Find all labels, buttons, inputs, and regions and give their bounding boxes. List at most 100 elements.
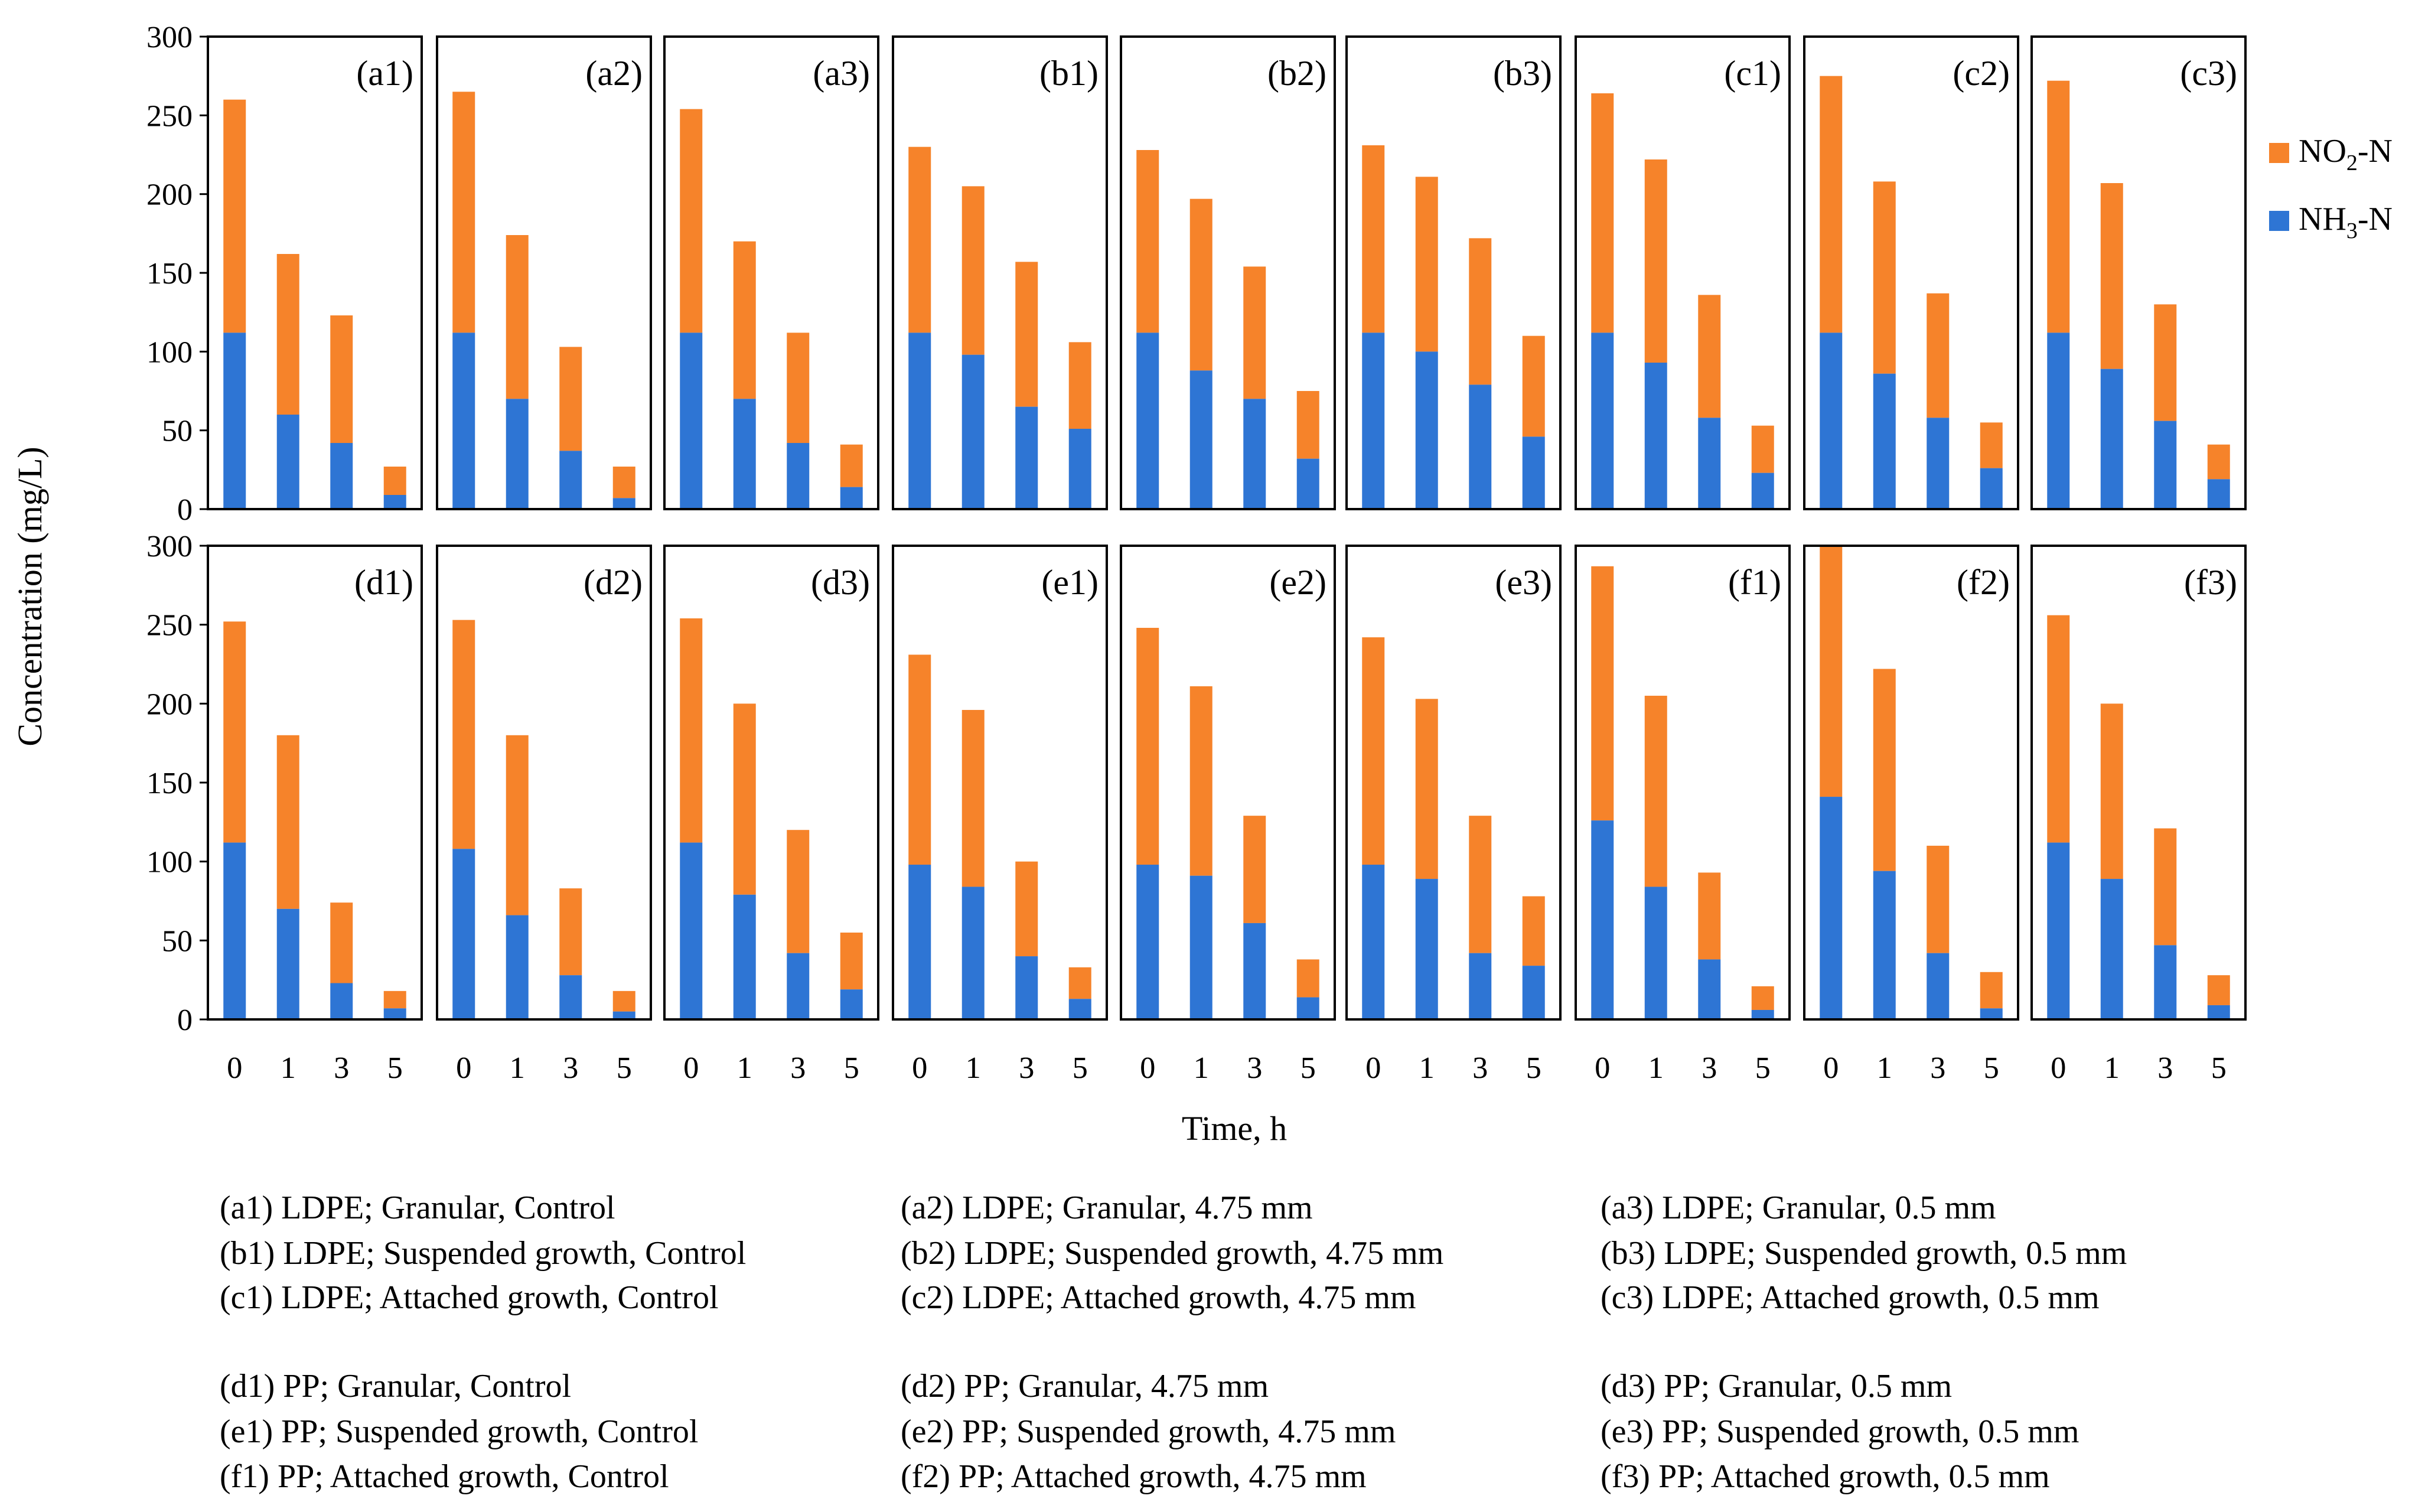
panel-f3: (f3) bbox=[2030, 545, 2247, 1021]
panel-frame bbox=[663, 545, 879, 1021]
bar-no2-1h bbox=[1415, 699, 1438, 879]
bar-nh3-5h bbox=[1980, 1008, 2003, 1019]
bar-no2-1h bbox=[733, 703, 756, 895]
y-tick-label-row2: 100 bbox=[146, 846, 193, 879]
x-tick-label: 5 bbox=[617, 1051, 632, 1085]
x-tick-label: 1 bbox=[1648, 1051, 1664, 1085]
bar-no2-3h bbox=[1015, 861, 1038, 957]
bar-nh3-0h bbox=[680, 842, 703, 1019]
caption-line: (d3) PP; Granular, 0.5 mm bbox=[1601, 1368, 1952, 1405]
bar-nh3-0h bbox=[2047, 842, 2070, 1019]
bar-no2-5h bbox=[1522, 896, 1545, 966]
x-tick-label: 3 bbox=[790, 1051, 806, 1085]
x-tick-label: 5 bbox=[1755, 1051, 1771, 1085]
bar-nh3-1h bbox=[961, 887, 985, 1019]
bar-nh3-5h bbox=[612, 1011, 635, 1019]
bar-no2-1h bbox=[276, 735, 299, 909]
x-tick-label: 1 bbox=[510, 1051, 525, 1085]
x-tick-label: 3 bbox=[1930, 1051, 1945, 1085]
x-tick-label: 0 bbox=[1823, 1051, 1839, 1085]
bar-no2-5h bbox=[840, 932, 863, 990]
bar-no2-5h bbox=[1296, 391, 1319, 459]
bar-no2-3h bbox=[1698, 872, 1721, 960]
x-tick-label: 1 bbox=[510, 1051, 525, 1085]
bar-no2-3h bbox=[1927, 293, 1950, 418]
x-tick-label: 1 bbox=[737, 1051, 752, 1085]
x-tick-label: 5 bbox=[1073, 1051, 1088, 1085]
bar-no2-3h bbox=[787, 830, 810, 953]
bar-no2-0h bbox=[2047, 80, 2070, 333]
bar-nh3-1h bbox=[506, 399, 529, 509]
caption-line: (a1) LDPE; Granular, Control bbox=[220, 1190, 615, 1226]
panel-frame bbox=[1120, 545, 1336, 1021]
bar-no2-0h bbox=[223, 99, 246, 333]
bar-nh3-3h bbox=[1015, 406, 1038, 509]
bar-nh3-1h bbox=[1644, 363, 1667, 509]
bar-no2-5h bbox=[383, 990, 406, 1009]
bar-nh3-1h bbox=[1189, 875, 1212, 1019]
bar-no2-0h bbox=[1136, 150, 1159, 333]
y-tick-label-row1: 150 bbox=[146, 257, 193, 291]
x-tick-label: 3 bbox=[1019, 1051, 1034, 1085]
panel-label: (f1) bbox=[1728, 563, 1781, 602]
bar-nh3-1h bbox=[1644, 887, 1667, 1019]
panel-e3: (e3) bbox=[1345, 545, 1562, 1021]
bar-no2-1h bbox=[506, 735, 529, 915]
bar-no2-0h bbox=[680, 109, 703, 333]
x-tick-label: 3 bbox=[334, 1051, 349, 1085]
caption-line: (b1) LDPE; Suspended growth, Control bbox=[220, 1235, 746, 1272]
bar-nh3-5h bbox=[1068, 999, 1091, 1019]
bar-no2-0h bbox=[908, 146, 931, 333]
panel-frame bbox=[1575, 35, 1791, 510]
bar-nh3-5h bbox=[612, 498, 635, 509]
y-tick-label-row2: 0 bbox=[177, 1003, 193, 1037]
x-tick-label: 0 bbox=[912, 1051, 927, 1085]
x-tick-label: 1 bbox=[281, 1051, 296, 1085]
x-tick-label: 1 bbox=[1877, 1051, 1892, 1085]
x-tick-label: 3 bbox=[1247, 1051, 1262, 1085]
x-tick-label: 3 bbox=[1019, 1051, 1034, 1085]
panel-frame bbox=[663, 35, 879, 510]
panel-d2: (d2) bbox=[436, 545, 652, 1021]
x-tick-label: 1 bbox=[1648, 1051, 1664, 1085]
bar-no2-1h bbox=[1644, 695, 1667, 887]
x-tick-label: 0 bbox=[1595, 1051, 1610, 1085]
bar-no2-3h bbox=[1469, 238, 1492, 385]
panel-frame bbox=[892, 545, 1108, 1021]
bar-no2-0h bbox=[1591, 93, 1614, 333]
tick-labels-group: 0 1 3 5 0 1 3 5 0 1 3 5 0 1 3 5 0 1 3 5 0 1 3 5 0 1 3 5 0 1 3 5 0 1 3 50 1 3 5… bbox=[146, 21, 2227, 1085]
panel-label: (c2) bbox=[1953, 54, 2010, 93]
bar-nh3-1h bbox=[276, 415, 299, 509]
x-axis-title: Time, h bbox=[1182, 1109, 1287, 1148]
panel-frame bbox=[892, 35, 1108, 510]
bar-nh3-3h bbox=[1015, 956, 1038, 1019]
panel-frame bbox=[1120, 35, 1336, 510]
bar-no2-1h bbox=[276, 254, 299, 415]
bar-nh3-5h bbox=[840, 487, 863, 509]
panel-label: (f2) bbox=[1957, 563, 2010, 602]
bar-no2-5h bbox=[383, 467, 406, 495]
bar-nh3-0h bbox=[452, 333, 475, 509]
bar-no2-3h bbox=[2154, 304, 2177, 421]
x-tick-label: 3 bbox=[1472, 1051, 1488, 1085]
panel-e1: (e1) bbox=[892, 545, 1108, 1021]
panel-label: (d3) bbox=[811, 563, 870, 602]
x-tick-label: 1 bbox=[2104, 1051, 2120, 1085]
panel-label: (f3) bbox=[2184, 563, 2237, 602]
bar-no2-0h bbox=[680, 618, 703, 843]
x-tick-label: 3 bbox=[1702, 1051, 1717, 1085]
bar-nh3-0h bbox=[1362, 333, 1385, 509]
x-tick-label: 3 bbox=[563, 1051, 578, 1085]
x-tick-label: 3 bbox=[1930, 1051, 1945, 1085]
panel-frame bbox=[1575, 545, 1791, 1021]
bar-nh3-5h bbox=[2207, 1005, 2230, 1019]
panel-label: (a2) bbox=[585, 54, 643, 93]
bar-nh3-3h bbox=[1243, 399, 1266, 509]
panel-e2: (e2) bbox=[1120, 545, 1336, 1021]
bar-nh3-5h bbox=[1522, 436, 1545, 509]
bar-no2-5h bbox=[2207, 975, 2230, 1005]
x-tick-label: 5 bbox=[387, 1051, 403, 1085]
panel-label: (d2) bbox=[584, 563, 643, 602]
panel-label: (b2) bbox=[1267, 54, 1326, 93]
bar-nh3-5h bbox=[1751, 472, 1774, 509]
